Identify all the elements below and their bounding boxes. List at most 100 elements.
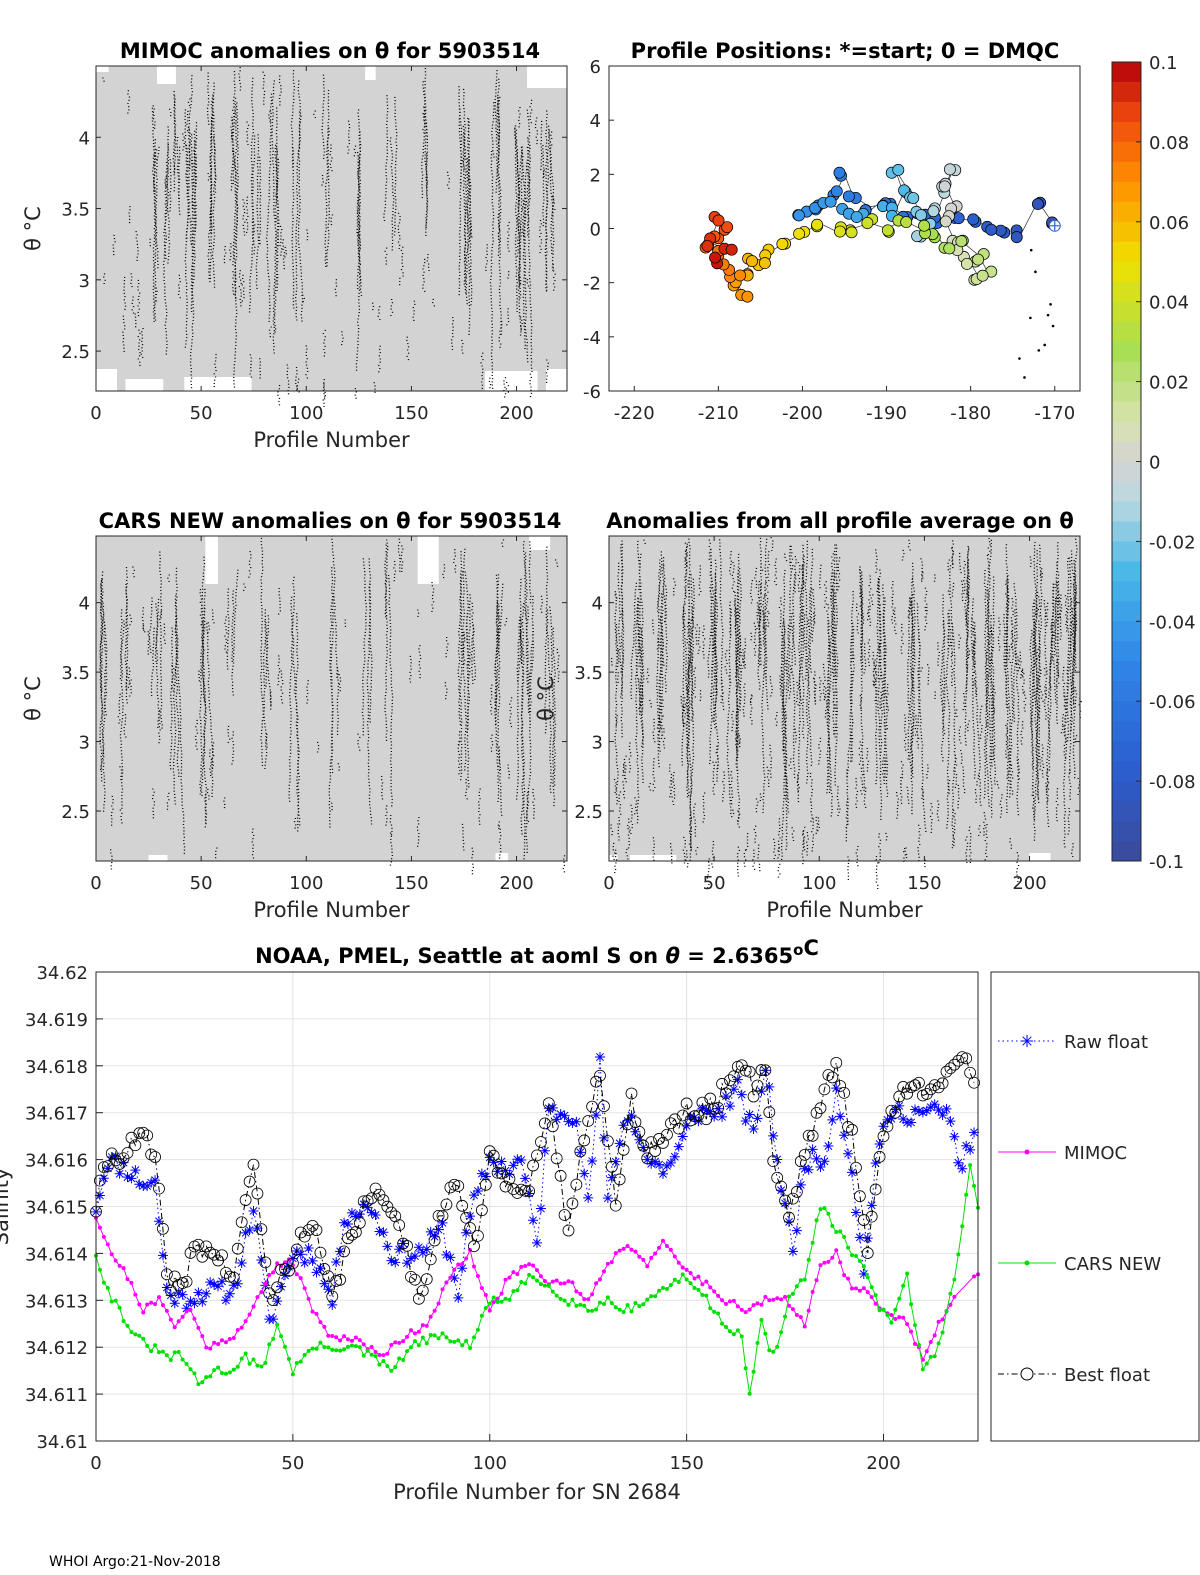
data-point bbox=[488, 1157, 499, 1168]
data-point bbox=[727, 1299, 732, 1304]
data-point bbox=[507, 1297, 512, 1302]
data-point bbox=[739, 1064, 752, 1077]
data-point bbox=[842, 1121, 854, 1133]
data-point bbox=[382, 1241, 393, 1252]
data-point bbox=[802, 1129, 815, 1142]
data-point bbox=[519, 1184, 532, 1197]
data-point bbox=[168, 1317, 173, 1322]
data-point bbox=[838, 1086, 851, 1099]
data-point bbox=[389, 1342, 394, 1347]
data-point bbox=[676, 1260, 681, 1265]
data-point bbox=[669, 1151, 680, 1162]
panel-salinity: 0 50 100 150 200 34.61 34.611 34.612 34.613 34.61… bbox=[0, 936, 980, 1504]
data-point bbox=[464, 1256, 469, 1261]
title-part: o bbox=[793, 941, 803, 959]
profile-dot bbox=[1034, 270, 1037, 274]
series-raw-float bbox=[91, 1052, 980, 1325]
data-point bbox=[385, 1351, 390, 1356]
data-point bbox=[605, 1295, 610, 1300]
colorbar-band bbox=[1112, 261, 1141, 283]
data-point bbox=[531, 1275, 536, 1280]
data-point bbox=[539, 1145, 550, 1156]
heatmap-gap bbox=[609, 855, 618, 861]
data-point bbox=[381, 1200, 394, 1213]
data-point bbox=[822, 1069, 835, 1081]
data-point bbox=[164, 1308, 169, 1313]
data-point bbox=[209, 1279, 220, 1290]
data-point bbox=[409, 1273, 421, 1286]
data-point bbox=[185, 1296, 196, 1307]
x-tick-label: 150 bbox=[669, 1453, 703, 1474]
data-point bbox=[688, 1110, 701, 1123]
data-point bbox=[437, 1217, 448, 1228]
data-point bbox=[744, 1109, 755, 1120]
data-point bbox=[417, 1247, 428, 1258]
data-point bbox=[846, 1123, 858, 1136]
data-point bbox=[338, 1348, 343, 1353]
data-point bbox=[657, 1288, 662, 1293]
data-point bbox=[755, 1301, 760, 1306]
legend-marker bbox=[1021, 1035, 1033, 1047]
data-point bbox=[243, 1319, 248, 1324]
data-point bbox=[932, 1081, 945, 1094]
data-point bbox=[240, 1227, 251, 1238]
y-tick-label: 3 bbox=[592, 733, 603, 754]
data-point bbox=[416, 1284, 429, 1297]
data-point bbox=[910, 1104, 920, 1115]
data-point bbox=[814, 1218, 819, 1223]
data-point bbox=[475, 1327, 480, 1332]
heatmap-gap bbox=[527, 66, 567, 88]
data-point bbox=[920, 1367, 925, 1372]
y-tick-label: -4 bbox=[583, 328, 601, 349]
data-point bbox=[724, 1302, 728, 1307]
data-point bbox=[334, 1348, 339, 1353]
data-point bbox=[881, 1120, 894, 1133]
data-point bbox=[311, 1267, 322, 1278]
data-point bbox=[944, 1062, 957, 1075]
data-point bbox=[114, 1168, 125, 1179]
data-point bbox=[822, 1206, 827, 1211]
data-point bbox=[550, 1289, 555, 1294]
data-point bbox=[933, 1105, 944, 1116]
data-point bbox=[952, 1294, 957, 1299]
series-mimoc bbox=[94, 1215, 980, 1362]
data-point bbox=[668, 1283, 673, 1288]
data-point bbox=[650, 1156, 661, 1167]
colorbar-band bbox=[1112, 521, 1141, 542]
data-point bbox=[145, 1148, 158, 1161]
data-point bbox=[133, 1292, 138, 1297]
data-point bbox=[122, 1172, 133, 1183]
data-point bbox=[499, 1291, 504, 1296]
data-point bbox=[424, 1341, 429, 1346]
y-tick-label: 34.619 bbox=[25, 1010, 88, 1031]
data-point bbox=[247, 1361, 252, 1366]
profile-marker bbox=[952, 212, 965, 225]
data-point bbox=[280, 1270, 290, 1281]
data-point bbox=[235, 1328, 240, 1333]
data-point bbox=[413, 1242, 424, 1253]
data-point bbox=[101, 1160, 114, 1172]
profile-marker bbox=[712, 214, 725, 227]
data-point bbox=[113, 1298, 118, 1303]
data-point bbox=[857, 1288, 862, 1293]
data-point bbox=[701, 1105, 712, 1116]
data-point bbox=[150, 1175, 161, 1186]
data-point bbox=[810, 1106, 823, 1119]
colorbar-band bbox=[1112, 62, 1141, 83]
data-point bbox=[452, 1339, 457, 1344]
data-point bbox=[412, 1292, 425, 1305]
data-point bbox=[728, 1084, 739, 1095]
data-point bbox=[642, 1154, 653, 1165]
data-point bbox=[601, 1269, 606, 1274]
data-point bbox=[172, 1325, 177, 1330]
data-point bbox=[153, 1182, 165, 1195]
profile-marker bbox=[972, 253, 985, 266]
data-point bbox=[909, 1302, 914, 1307]
data-point bbox=[429, 1231, 440, 1242]
data-point bbox=[591, 1110, 602, 1121]
legend-box bbox=[990, 971, 1200, 1442]
data-point bbox=[180, 1275, 193, 1288]
data-point bbox=[492, 1166, 503, 1177]
data-point bbox=[664, 1286, 669, 1291]
data-point bbox=[346, 1337, 350, 1342]
